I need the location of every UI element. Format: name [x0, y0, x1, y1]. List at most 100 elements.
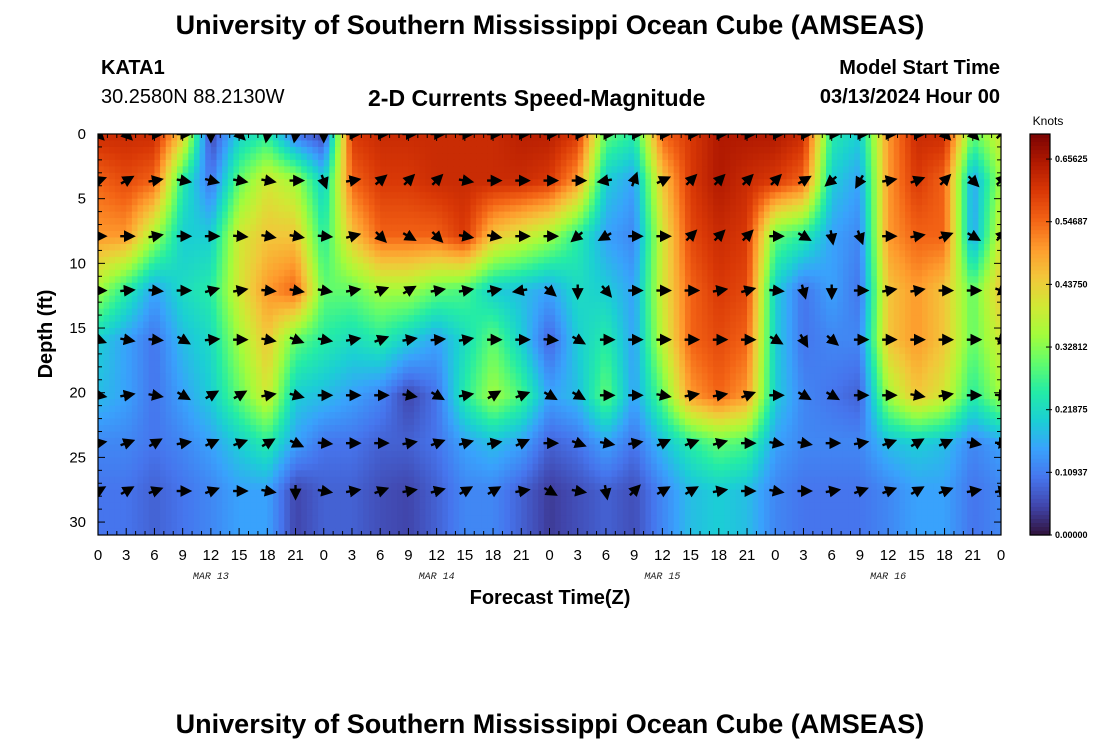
heatmap-cell [543, 276, 551, 284]
heatmap-cell [820, 224, 827, 232]
heatmap-cell [763, 231, 771, 239]
heatmap-cell [143, 289, 150, 297]
heatmap-cell [284, 237, 291, 245]
heatmap-cell [842, 282, 850, 290]
heatmap-cell [385, 276, 393, 284]
heatmap-cell [278, 295, 285, 303]
heatmap-cell [98, 153, 105, 161]
heatmap-cell [397, 315, 404, 323]
heatmap-cell [148, 321, 156, 329]
heatmap-cell [414, 243, 421, 252]
heatmap-cell [899, 256, 906, 264]
heatmap-cell [978, 218, 985, 226]
heatmap-cell [470, 192, 477, 200]
heatmap-cell [797, 140, 805, 148]
heatmap-cell [335, 198, 342, 206]
heatmap-cell [210, 172, 218, 180]
heatmap-cell [950, 321, 957, 329]
heatmap-cell [651, 140, 658, 148]
heatmap-cell [323, 205, 330, 213]
heatmap-cell [177, 321, 184, 329]
heatmap-cell [244, 321, 251, 329]
heatmap-cell [470, 282, 477, 290]
heatmap-cell [555, 185, 562, 193]
heatmap-cell [820, 263, 827, 271]
heatmap-cell [177, 276, 184, 284]
heatmap-cell [301, 302, 308, 310]
heatmap-cell [481, 302, 489, 310]
heatmap-cell [876, 140, 884, 148]
heatmap-cell [498, 218, 505, 226]
heatmap-cell [763, 263, 771, 271]
heatmap-cell [842, 276, 850, 284]
heatmap-cell [114, 159, 122, 167]
heatmap-cell [109, 295, 116, 303]
heatmap-cell [165, 308, 172, 316]
heatmap-cell [408, 302, 415, 310]
heatmap-cell [284, 289, 291, 297]
heatmap-cell [955, 192, 963, 200]
heatmap-cell [967, 243, 974, 252]
heatmap-cell [509, 211, 517, 219]
heatmap-cell [199, 256, 206, 264]
heatmap-cell [182, 172, 189, 180]
heatmap-cell [594, 231, 601, 239]
heatmap-cell [137, 224, 144, 232]
heatmap-cell [476, 179, 483, 187]
heatmap-cell [222, 237, 229, 245]
heatmap-cell [848, 153, 855, 161]
heatmap-cell [701, 295, 709, 303]
heatmap-cell [532, 276, 539, 284]
heatmap-cell [893, 295, 901, 303]
heatmap-cell [555, 140, 562, 148]
heatmap-cell [560, 211, 568, 219]
heatmap-cell [521, 302, 528, 310]
heatmap-cell [797, 211, 805, 219]
heatmap-cell [312, 250, 319, 258]
heatmap-cell [380, 205, 387, 213]
heatmap-cell [775, 205, 782, 213]
heatmap-cell [888, 295, 895, 303]
heatmap-cell [600, 269, 607, 277]
heatmap-cell [589, 179, 596, 187]
heatmap-cell [385, 282, 393, 290]
heatmap-cell [933, 211, 940, 219]
heatmap-cell [98, 328, 105, 336]
heatmap-cell [222, 256, 229, 264]
heatmap-cell [436, 153, 443, 161]
heatmap-cell [414, 166, 421, 174]
heatmap-cell [560, 315, 568, 323]
heatmap-cell [504, 282, 511, 290]
heatmap-cell [747, 328, 754, 336]
heatmap-cell [509, 328, 517, 336]
heatmap-cell [374, 328, 381, 336]
heatmap-cell [532, 269, 539, 277]
heatmap-cell [216, 146, 223, 155]
heatmap-cell [114, 328, 122, 336]
heatmap-cell [222, 295, 229, 303]
heatmap-cell [927, 205, 934, 213]
heatmap-cell [447, 269, 455, 277]
heatmap-cell [775, 153, 782, 161]
heatmap-cell [651, 153, 658, 161]
heatmap-cell [617, 140, 624, 148]
heatmap-cell [758, 140, 765, 148]
heatmap-cell [882, 146, 889, 155]
heatmap-cell [193, 334, 201, 342]
heatmap-cell [498, 140, 505, 148]
heatmap-cell [464, 153, 472, 161]
heatmap-cell [414, 250, 421, 258]
heatmap-cell [538, 179, 545, 187]
heatmap-cell [809, 211, 816, 219]
heatmap-cell [605, 315, 613, 323]
heatmap-cell [651, 172, 658, 180]
heatmap-cell [289, 243, 297, 252]
heatmap-cell [470, 256, 477, 264]
heatmap-cell [385, 269, 393, 277]
heatmap-cell [701, 179, 709, 187]
heatmap-cell [769, 237, 776, 245]
heatmap-cell [938, 321, 946, 329]
heatmap-cell [210, 224, 218, 232]
heatmap-cell [809, 166, 816, 174]
heatmap-cell [385, 211, 393, 219]
